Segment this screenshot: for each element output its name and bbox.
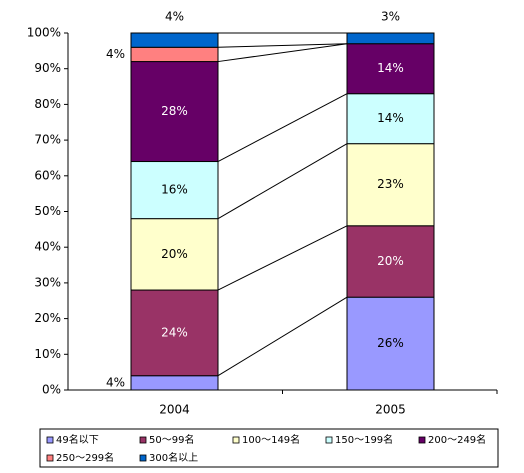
legend-swatch [139,436,147,444]
legend-label: 200～249名 [428,433,486,446]
legend-label: 49名以下 [56,433,99,446]
y-tick-label: 0% [42,383,61,397]
legend-swatch [46,454,54,462]
bar-segment [130,61,219,163]
bar-segment [346,225,435,298]
connector-line [217,143,348,220]
legend-label: 300名以上 [149,451,198,464]
bar-segment [130,218,219,291]
data-label: 14% [377,61,404,75]
x-tick-label: 2004 [159,403,190,417]
legend-label: 250～299名 [56,451,114,464]
data-label: 4% [106,375,125,389]
legend-box [39,428,499,468]
y-tick-label: 90% [34,61,61,75]
data-label: 4% [106,47,125,61]
connector-line [217,93,348,162]
legend-swatch [46,436,54,444]
y-tick-label: 30% [34,275,61,289]
y-tick-label: 60% [34,168,61,182]
legend-swatch [418,436,426,444]
legend: 49名以下 50～99名 100～149名 150～199名 200～249名 250～2… [39,428,499,468]
bar-segment [130,375,219,391]
data-label: 20% [377,254,404,268]
data-label: 28% [161,104,188,118]
bar-segment [346,32,435,45]
legend-label: 150～199名 [335,433,393,446]
connector-line [217,43,348,48]
legend-label: 50～99名 [149,433,194,446]
data-label: 14% [377,111,404,125]
connector-line [217,296,348,377]
bar-segment [346,93,435,145]
bar-segment [130,32,219,48]
connector-line [217,225,348,291]
y-tick-label: 70% [34,133,61,147]
data-label: 4% [165,10,184,24]
connector-line [217,43,348,63]
bar-segment [130,46,219,63]
bar-segment [130,161,219,220]
y-tick-label: 40% [34,240,61,254]
data-label: 16% [161,183,188,197]
data-label: 3% [381,10,400,24]
legend-label: 100～149名 [242,433,300,446]
x-tick-label: 2005 [375,403,406,417]
y-tick-label: 10% [34,347,61,361]
y-tick-label: 100% [27,26,61,40]
y-tick-label: 80% [34,97,61,111]
y-tick-label: 50% [34,204,61,218]
data-label: 23% [377,177,404,191]
legend-swatch [232,436,240,444]
bar-segment [130,289,219,377]
bar-segment [346,296,435,391]
data-label: 26% [377,336,404,350]
legend-swatch [139,454,147,462]
bar-segment [346,43,435,95]
data-label: 24% [161,325,188,339]
y-tick-label: 20% [34,311,61,325]
legend-swatch [325,436,333,444]
data-label: 20% [161,247,188,261]
